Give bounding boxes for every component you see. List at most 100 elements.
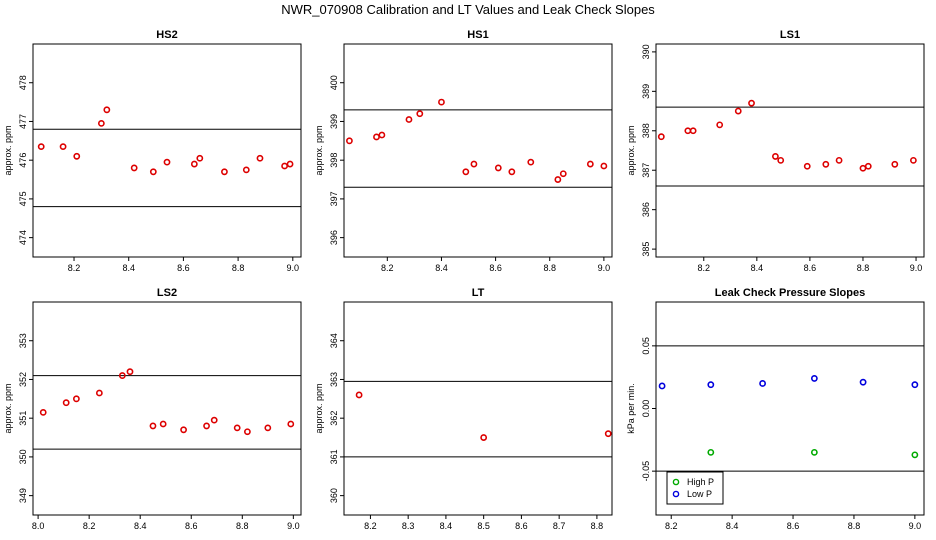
data-point bbox=[777, 156, 785, 164]
data-point bbox=[527, 158, 535, 166]
data-point bbox=[130, 164, 138, 172]
y-tick-label: 386 bbox=[641, 202, 651, 217]
x-tick-label: 8.8 bbox=[848, 521, 861, 531]
data-point bbox=[462, 168, 470, 176]
y-tick-label: 350 bbox=[18, 449, 28, 464]
y-tick-label: 388 bbox=[641, 123, 651, 138]
data-point bbox=[470, 160, 478, 168]
x-tick-label: 8.6 bbox=[515, 521, 528, 531]
x-tick-label: 8.2 bbox=[68, 263, 81, 273]
data-point bbox=[72, 395, 80, 403]
x-tick-label: 8.4 bbox=[122, 263, 135, 273]
chart-panel: HS1 8.2 8.4 8.6 8.8 9.0 396 397 398 399 400 approx.… bbox=[314, 29, 613, 273]
data-point bbox=[103, 106, 111, 114]
data-point bbox=[480, 434, 488, 441]
x-tick-label: 8.6 bbox=[787, 521, 800, 531]
x-tick-label: 8.4 bbox=[751, 263, 764, 273]
plot-frame bbox=[343, 43, 613, 258]
data-point bbox=[286, 160, 294, 168]
y-tick-label: 387 bbox=[641, 163, 651, 178]
data-point bbox=[373, 133, 380, 141]
x-tick-label: 8.5 bbox=[477, 521, 490, 531]
data-point bbox=[835, 156, 843, 164]
x-tick-label: 8.4 bbox=[726, 521, 739, 531]
y-axis-label: approx. ppm bbox=[3, 383, 13, 433]
y-axis-label: approx. ppm bbox=[626, 125, 636, 175]
y-tick-label: 0.00 bbox=[641, 400, 651, 418]
chart-title: Leak Check Pressure Slopes bbox=[715, 287, 865, 299]
data-point bbox=[149, 168, 157, 176]
y-tick-label: 0.05 bbox=[641, 337, 651, 355]
data-point bbox=[911, 381, 919, 389]
data-point bbox=[772, 153, 779, 160]
data-point bbox=[159, 420, 167, 428]
data-point bbox=[600, 162, 608, 170]
data-point bbox=[97, 119, 105, 127]
data-point bbox=[508, 168, 516, 176]
data-point bbox=[911, 451, 919, 459]
data-point bbox=[759, 380, 766, 387]
x-tick-label: 8.6 bbox=[804, 263, 817, 273]
data-point bbox=[281, 162, 288, 170]
legend-marker bbox=[672, 490, 680, 498]
data-point bbox=[149, 422, 157, 430]
plot-frame bbox=[655, 43, 925, 258]
legend-box bbox=[666, 471, 724, 505]
data-point bbox=[59, 143, 67, 151]
data-point bbox=[604, 430, 612, 438]
data-point bbox=[438, 98, 445, 106]
x-tick-label: 8.0 bbox=[32, 521, 45, 531]
x-tick-label: 9.0 bbox=[287, 521, 300, 531]
y-tick-label: 399 bbox=[329, 114, 339, 129]
data-point bbox=[559, 170, 567, 178]
y-tick-label: 476 bbox=[18, 153, 28, 168]
y-tick-label: 475 bbox=[18, 191, 28, 206]
data-point bbox=[378, 131, 386, 139]
data-point bbox=[822, 160, 830, 168]
data-point bbox=[210, 416, 218, 424]
y-axis-label: kPa per min. bbox=[626, 383, 636, 434]
x-tick-label: 8.8 bbox=[543, 263, 556, 273]
x-tick-label: 8.8 bbox=[591, 521, 604, 531]
chart-panel: LS2 8.0 8.2 8.4 8.6 8.8 9.0 349 350 351 352 353 appr… bbox=[3, 287, 302, 531]
data-point bbox=[810, 448, 818, 456]
y-tick-label: 478 bbox=[18, 75, 28, 90]
chart-panel: LT 8.2 8.3 8.4 8.5 8.6 8.7 8.8 360 361 362 363 364 ap… bbox=[314, 287, 613, 531]
x-tick-label: 8.2 bbox=[665, 521, 678, 531]
figure-title: NWR_070908 Calibration and LT Values and… bbox=[281, 2, 655, 17]
data-point bbox=[586, 160, 594, 168]
y-tick-label: 398 bbox=[329, 153, 339, 168]
plot-frame bbox=[343, 301, 613, 516]
data-point bbox=[203, 422, 210, 430]
data-point bbox=[859, 164, 867, 172]
x-tick-label: 9.0 bbox=[910, 263, 923, 273]
data-point bbox=[657, 133, 665, 141]
data-point bbox=[689, 127, 697, 135]
data-point bbox=[859, 378, 867, 386]
data-point bbox=[494, 164, 502, 172]
data-point bbox=[684, 127, 692, 135]
data-point bbox=[243, 428, 251, 436]
y-tick-label: 400 bbox=[329, 75, 339, 90]
y-tick-label: 397 bbox=[329, 191, 339, 206]
data-point bbox=[748, 99, 755, 107]
chart-title: HS1 bbox=[467, 29, 488, 41]
x-tick-label: 8.2 bbox=[83, 521, 96, 531]
y-tick-label: 364 bbox=[329, 333, 339, 348]
chart-title: LT bbox=[472, 287, 485, 299]
x-tick-label: 8.2 bbox=[364, 521, 377, 531]
legend-marker bbox=[672, 478, 680, 486]
data-point bbox=[909, 156, 917, 164]
y-tick-label: 351 bbox=[18, 411, 28, 426]
data-point bbox=[37, 143, 45, 151]
x-tick-label: 8.6 bbox=[489, 263, 502, 273]
data-point bbox=[196, 154, 204, 162]
data-point bbox=[39, 408, 47, 416]
y-tick-label: 361 bbox=[329, 449, 339, 464]
chart-panel: HS2 8.2 8.4 8.6 8.8 9.0 474 475 476 477 478 approx.… bbox=[3, 29, 302, 273]
x-tick-label: 8.8 bbox=[236, 521, 249, 531]
data-point bbox=[707, 381, 715, 389]
data-point bbox=[716, 121, 724, 129]
y-tick-label: 390 bbox=[641, 44, 651, 59]
